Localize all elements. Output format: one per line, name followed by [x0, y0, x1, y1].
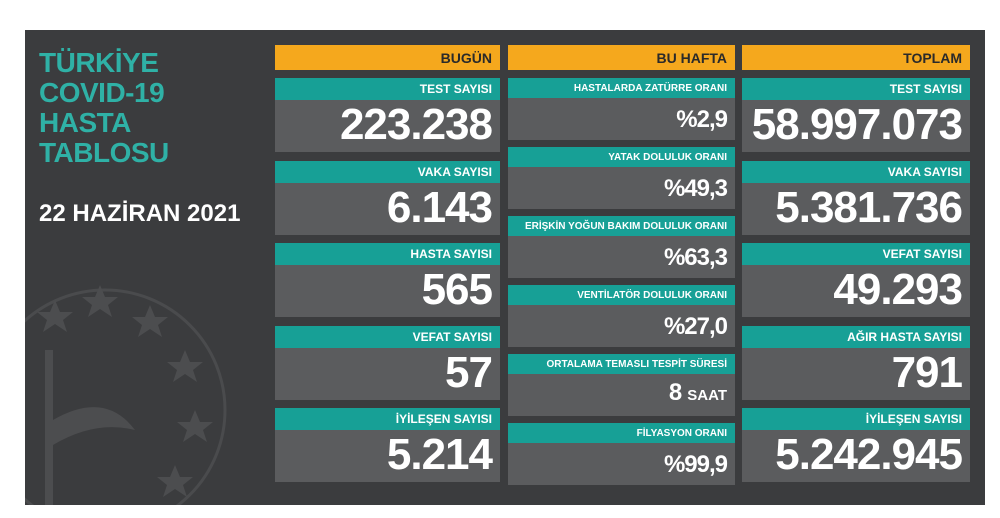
stat-card: VAKA SAYISI 6.143	[275, 160, 500, 235]
stat-value: 223.238	[339, 100, 493, 150]
stat-card: FİLYASYON ORANI %99,9	[508, 423, 735, 485]
stat-number: 49.293	[833, 265, 963, 314]
stat-card: VEFAT SAYISI 57	[275, 325, 500, 400]
stat-card: VEFAT SAYISI 49.293	[742, 243, 970, 317]
stat-value: 49.293	[833, 265, 963, 315]
stat-label: İYİLEŞEN SAYISI	[742, 408, 970, 430]
title-line: TÜRKİYE	[39, 47, 159, 78]
stat-number: 5.214	[386, 430, 493, 479]
stat-value: 5.242.945	[775, 430, 963, 480]
stat-number: %27,0	[663, 313, 728, 340]
stat-label: VEFAT SAYISI	[275, 325, 500, 348]
stat-value: 5.381.736	[775, 182, 963, 233]
stat-value: %63,3	[663, 240, 728, 276]
stat-number: %99,9	[663, 451, 728, 478]
stat-label: AĞIR HASTA SAYISI	[742, 325, 970, 348]
stat-label: VAKA SAYISI	[742, 160, 970, 183]
stat-number: 6.143	[386, 182, 493, 232]
stat-card: AĞIR HASTA SAYISI 791	[742, 325, 970, 400]
stat-label: TEST SAYISI	[275, 78, 500, 100]
stat-number: 565	[421, 265, 493, 314]
stat-label: İYİLEŞEN SAYISI	[275, 408, 500, 430]
stat-card: TEST SAYISI 58.997.073	[742, 78, 970, 152]
stat-value: 57	[445, 347, 493, 398]
stat-value: %49,3	[663, 171, 728, 207]
stat-label: VAKA SAYISI	[275, 160, 500, 183]
title-line: COVID-19	[39, 77, 165, 108]
stat-card: VENTİLATÖR DOLULUK ORANI %27,0	[508, 285, 735, 347]
stat-card: ORTALAMA TEMASLI TESPİT SÜRESİ 8 SAAT	[508, 354, 735, 416]
stat-label: HASTA SAYISI	[275, 243, 500, 265]
stat-number: 57	[445, 347, 493, 397]
stat-card: TEST SAYISI 223.238	[275, 78, 500, 152]
stat-value: %2,9	[676, 102, 728, 138]
stat-label: FİLYASYON ORANI	[508, 423, 735, 443]
column-header: BU HAFTA	[508, 45, 735, 70]
stat-value: %27,0	[663, 309, 728, 345]
title-line: HASTA	[39, 107, 131, 138]
stat-label: VEFAT SAYISI	[742, 243, 970, 265]
title-line: TABLOSU	[39, 137, 169, 168]
stat-number: 8	[668, 379, 682, 406]
stat-card: VAKA SAYISI 5.381.736	[742, 160, 970, 235]
stat-number: 223.238	[339, 100, 493, 149]
stat-card: ERİŞKİN YOĞUN BAKIM DOLULUK ORANI %63,3	[508, 216, 735, 278]
stat-value: %99,9	[663, 447, 728, 483]
stat-value: 58.997.073	[751, 100, 963, 150]
stat-value: 6.143	[386, 182, 493, 233]
stat-card: YATAK DOLULUK ORANI %49,3	[508, 147, 735, 209]
stat-number: 5.381.736	[775, 182, 963, 232]
stat-number: %63,3	[663, 244, 728, 271]
stat-value: 8 SAAT	[669, 375, 727, 414]
infographic-panel: TÜRKİYE COVID-19 HASTA TABLOSU 22 HAZİRA…	[25, 30, 985, 505]
stat-card: HASTALARDA ZATÜRRE ORANI %2,9	[508, 78, 735, 140]
column-header: TOPLAM	[742, 45, 970, 70]
stat-number: 58.997.073	[751, 100, 963, 149]
stat-number: 791	[891, 347, 963, 397]
stat-label: HASTALARDA ZATÜRRE ORANI	[508, 78, 735, 98]
stat-card: HASTA SAYISI 565	[275, 243, 500, 317]
date: 22 HAZİRAN 2021	[39, 200, 241, 227]
stat-label: VENTİLATÖR DOLULUK ORANI	[508, 285, 735, 305]
stat-card: İYİLEŞEN SAYISI 5.214	[275, 408, 500, 482]
stat-unit: SAAT	[687, 387, 727, 404]
stat-number: %2,9	[676, 106, 728, 133]
stat-card: İYİLEŞEN SAYISI 5.242.945	[742, 408, 970, 482]
emblem	[25, 285, 227, 505]
stat-number: 5.242.945	[775, 430, 963, 479]
stat-value: 791	[891, 347, 963, 398]
column-header: BUGÜN	[275, 45, 500, 70]
stat-label: ERİŞKİN YOĞUN BAKIM DOLULUK ORANI	[508, 216, 735, 236]
stat-value: 5.214	[386, 430, 493, 480]
stat-number: %49,3	[663, 175, 728, 202]
stat-label: YATAK DOLULUK ORANI	[508, 147, 735, 167]
stat-value: 565	[421, 265, 493, 315]
stat-label: TEST SAYISI	[742, 78, 970, 100]
stat-label: ORTALAMA TEMASLI TESPİT SÜRESİ	[508, 354, 735, 374]
